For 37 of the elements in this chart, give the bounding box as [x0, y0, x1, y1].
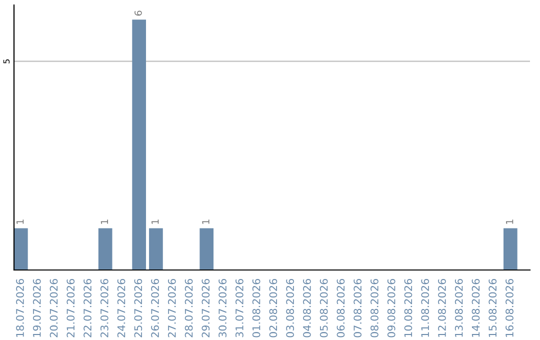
x-tick-label: 09.08.2026	[387, 278, 396, 338]
data-label: 1	[100, 220, 108, 224]
x-tick-label: 03.08.2026	[286, 278, 294, 338]
data-label: 1	[506, 220, 514, 224]
y-tick-label: 5	[3, 59, 10, 64]
x-tick-label: 11.08.2026	[421, 278, 430, 337]
data-label: 1	[152, 220, 159, 224]
x-tick-label: 16.08.2026	[506, 278, 514, 337]
x-tick-label: 04.08.2026	[303, 278, 311, 338]
x-tick-label: 21.07.2026	[66, 278, 75, 338]
x-tick-label: 18.07.2026	[16, 278, 24, 337]
x-tick-label: 27.07.2026	[168, 278, 176, 338]
x-tick-label: 30.07.2026	[218, 278, 226, 338]
x-tick-label: 26.07.2026	[151, 278, 159, 338]
x-tick-label: 19.07.2026	[32, 278, 41, 337]
data-label: 1	[202, 220, 210, 224]
data-label: 6	[134, 10, 142, 16]
x-tick-label: 28.07.2026	[184, 278, 193, 338]
x-tick-label: 10.08.2026	[404, 278, 412, 337]
x-tick-label: 25.07.2026	[134, 278, 142, 338]
x-tick-label: 23.07.2026	[100, 278, 108, 338]
x-tick-label: 13.08.2026	[454, 278, 463, 337]
x-tick-label: 07.08.2026	[354, 278, 362, 338]
x-tick-label: 20.07.2026	[50, 278, 58, 338]
x-tick-label: 29.07.2026	[202, 278, 210, 338]
x-tick-label: 12.08.2026	[438, 278, 446, 337]
x-tick-label: 01.08.2026	[252, 278, 260, 338]
x-tick-label: 02.08.2026	[269, 278, 278, 338]
x-tick-label: 31.07.2026	[235, 278, 244, 338]
x-tick-label: 05.08.2026	[320, 278, 328, 338]
data-label: 1	[16, 220, 24, 224]
x-tick-label: 15.08.2026	[488, 278, 497, 337]
x-tick-label: 14.08.2026	[472, 278, 480, 337]
x-tick-label: 08.08.2026	[370, 278, 378, 338]
x-tick-label: 06.08.2026	[336, 278, 345, 338]
x-tick-label: 24.07.2026	[117, 278, 126, 338]
x-tick-label: 22.07.2026	[84, 278, 92, 338]
